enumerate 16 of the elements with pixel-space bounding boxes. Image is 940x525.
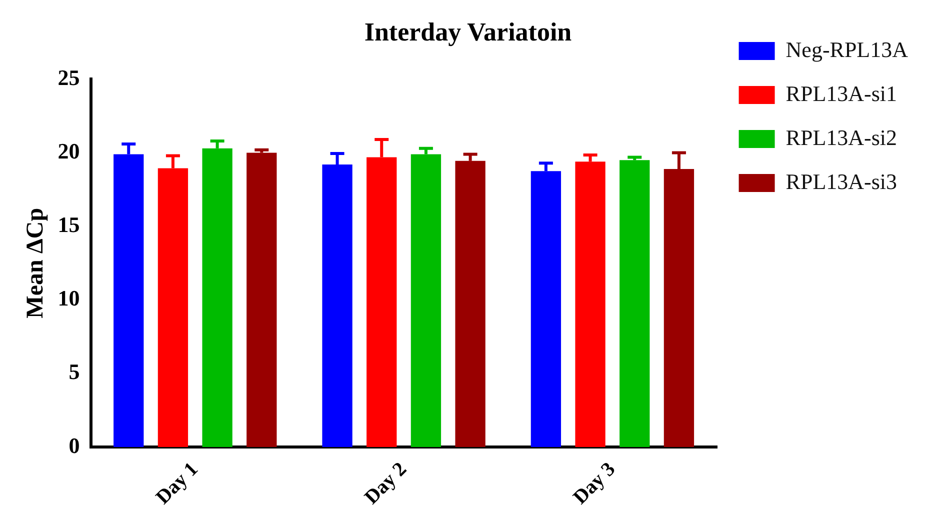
legend-label: RPL13A-si3 xyxy=(786,168,898,194)
y-tick-label: 5 xyxy=(68,359,80,384)
y-tick-label: 25 xyxy=(58,64,80,90)
legend-label: RPL13A-si1 xyxy=(786,80,898,106)
y-axis-title: Mean ΔCp xyxy=(22,208,49,318)
x-tick-label: Day 2 xyxy=(360,458,411,509)
x-tick-label: Day 3 xyxy=(569,458,620,509)
legend-label: Neg-RPL13A xyxy=(786,36,908,62)
y-tick-label: 10 xyxy=(58,286,80,311)
bar xyxy=(246,152,277,448)
y-tick-label: 15 xyxy=(58,212,80,238)
y-tick-label: 20 xyxy=(58,138,80,164)
legend-label: RPL13A-si2 xyxy=(786,124,898,150)
y-tick-label: 0 xyxy=(68,432,80,458)
x-tick-label: Day 1 xyxy=(152,458,202,509)
chart-title: Interday Variatoin xyxy=(364,17,572,46)
